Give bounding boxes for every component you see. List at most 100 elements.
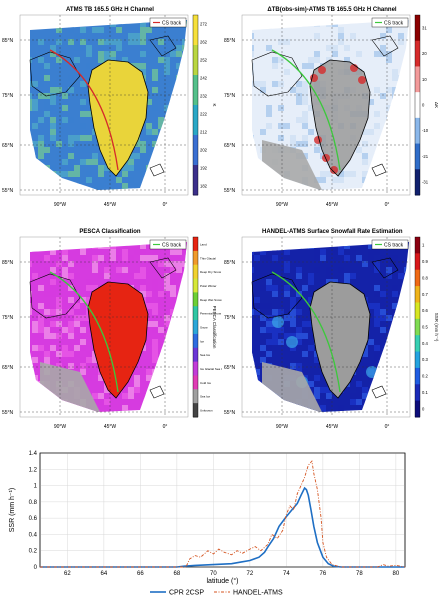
swath-cell	[368, 105, 374, 111]
map-handel-ssr: 85°N 75°N 65°N 55°N 90°W 45°W 0° CS track 1 0.9 0.…	[224, 236, 439, 430]
swath-cell	[392, 75, 398, 81]
swath-cell	[260, 27, 266, 33]
swath-cell	[92, 285, 98, 291]
swath-cell	[122, 183, 128, 189]
x-tick-label: 66	[137, 571, 144, 577]
colorbar-unit-label: K	[212, 103, 217, 106]
swath-cell	[290, 135, 296, 141]
latitude-label: 65°N	[224, 365, 236, 371]
swath-cell	[392, 291, 398, 297]
swath-cell	[308, 279, 314, 285]
swath-cell	[140, 255, 146, 261]
swath-cell	[302, 141, 308, 147]
swath-cell	[62, 117, 68, 123]
longitude-label: 45°W	[326, 202, 339, 208]
swath-cell	[74, 309, 80, 315]
swath-cell	[68, 285, 74, 291]
swath-cell	[164, 105, 170, 111]
swath-cell	[308, 351, 314, 357]
swath-cell	[338, 39, 344, 45]
swath-cell	[254, 309, 260, 315]
colorbar-tick-label: Sea Ice	[200, 353, 211, 357]
colorbar-segment	[193, 361, 198, 376]
swath-cell	[128, 177, 134, 183]
swath-cell	[146, 135, 152, 141]
colorbar-tick-label: 20	[422, 51, 427, 56]
swath-cell	[122, 267, 128, 273]
swath-cell	[254, 51, 260, 57]
swath-cell	[50, 123, 56, 129]
swath-cell	[134, 375, 140, 381]
swath-cell	[284, 249, 290, 255]
map-pesca: 85°N 75°N 65°N 55°N 90°W 45°W 0° CS track Land Th…	[2, 236, 222, 430]
swath-cell	[62, 159, 68, 165]
swath-cell	[362, 291, 368, 297]
swath-cell	[68, 147, 74, 153]
swath-cell	[38, 153, 44, 159]
swath-cell	[62, 267, 68, 273]
colorbar-segment	[415, 253, 420, 271]
swath-cell	[266, 27, 272, 33]
swath-cell	[152, 303, 158, 309]
swath-cell	[278, 285, 284, 291]
swath-cell	[86, 357, 92, 363]
greenland-coastline	[87, 59, 149, 177]
swath-cell	[296, 99, 302, 105]
swath-cell	[386, 267, 392, 273]
swath-cell	[272, 285, 278, 291]
swath-cell	[68, 333, 74, 339]
swath-cell	[320, 405, 326, 411]
swath-cell	[302, 93, 308, 99]
cs-track-line	[49, 271, 119, 393]
swath-cell	[350, 33, 356, 39]
swath-cell	[74, 171, 80, 177]
greenland-landmass	[310, 282, 370, 398]
swath-cell	[68, 351, 74, 357]
swath-cell	[30, 81, 32, 87]
longitude-label: 45°W	[326, 424, 339, 430]
colorbar-tick-label: 252	[200, 58, 208, 63]
swath-cell	[374, 51, 380, 57]
swath-cell	[368, 249, 374, 255]
swath-cell	[302, 99, 308, 105]
swath-cell	[68, 321, 74, 327]
swath-cell	[252, 309, 254, 315]
swath-cell	[80, 45, 86, 51]
swath-cell	[140, 243, 146, 249]
swath-cell	[30, 99, 32, 105]
legend-label: CS track	[162, 243, 182, 249]
colorbar-tick-label: 0.7	[422, 292, 428, 297]
swath-cell	[80, 339, 86, 345]
swath-cell	[32, 105, 38, 111]
swath-cell	[128, 39, 134, 45]
swath-cell	[62, 297, 68, 303]
swath-cell	[252, 81, 254, 87]
swath-cell	[302, 285, 308, 291]
swath-cell	[56, 27, 62, 33]
colorbar-segment	[193, 237, 198, 252]
swath-cell	[50, 321, 56, 327]
swath-cell	[74, 315, 80, 321]
greenland-landmass	[310, 60, 370, 176]
swath-cell	[374, 351, 380, 357]
swath-cell	[398, 33, 404, 39]
swath-cell	[68, 153, 74, 159]
swath-cell	[278, 135, 284, 141]
swath-cell	[374, 261, 380, 267]
swath-cell	[362, 33, 368, 39]
swath-cell	[302, 333, 308, 339]
swath-cell	[140, 267, 146, 273]
colorbar-segment	[193, 135, 198, 166]
swath-cell	[32, 321, 38, 327]
swath-cell	[368, 339, 374, 345]
swath-cell	[74, 303, 80, 309]
y-tick-label: 0.4	[29, 532, 38, 538]
swath-cell	[380, 255, 386, 261]
swath-cell	[80, 369, 86, 375]
swath-cell	[356, 381, 362, 387]
swath-cell	[56, 363, 62, 369]
swath-cell	[146, 291, 152, 297]
swath-cell	[104, 387, 110, 393]
swath-cell	[92, 27, 98, 33]
swath-cell	[104, 57, 110, 63]
